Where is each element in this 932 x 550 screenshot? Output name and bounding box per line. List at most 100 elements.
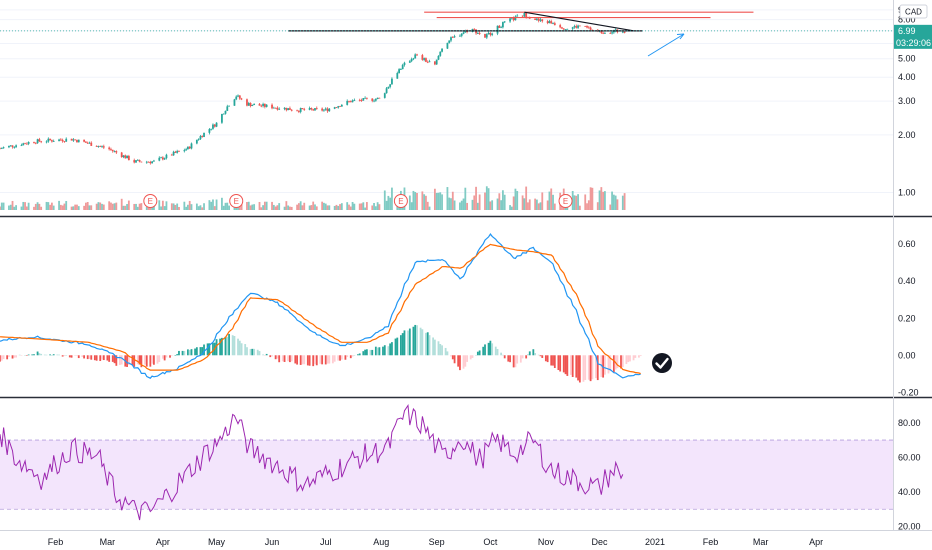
volume-bar [421, 191, 424, 210]
macd-histogram-bar [181, 350, 184, 356]
macd-histogram-bar [333, 355, 336, 362]
macd-axis[interactable]: 0.60 0.40 0.20 0.00 -0.20 [898, 239, 919, 397]
candle-body [258, 103, 261, 106]
macd-histogram-bar [65, 355, 68, 356]
macd-histogram-bar [478, 350, 481, 356]
volume-bar [496, 198, 499, 210]
candle-body [439, 51, 442, 56]
volume-bar [539, 202, 542, 210]
macd-histogram-bar [61, 355, 64, 357]
volume-bar [108, 201, 111, 210]
volume-bar [433, 188, 436, 210]
trendline[interactable] [524, 11, 634, 32]
candle-body [333, 107, 336, 109]
volume-bar [589, 187, 592, 210]
volume-bar [609, 204, 612, 210]
currency-label[interactable]: CAD [899, 4, 928, 19]
macd-histogram-bar [587, 355, 590, 380]
candle-body [147, 161, 150, 163]
macd-histogram-bar [83, 355, 86, 359]
macd-histogram-bar [469, 355, 472, 360]
projection-arrow[interactable] [647, 33, 685, 57]
candlestick-series[interactable] [0, 12, 626, 165]
volume-bar [371, 205, 374, 210]
candle-body [47, 138, 50, 142]
volume-bar [296, 204, 298, 210]
macd-histogram-bar [131, 355, 134, 366]
macd-histogram-bar [484, 344, 486, 356]
candle-body [476, 33, 479, 34]
candle-body [203, 132, 205, 137]
macd-histogram-bar [340, 355, 343, 360]
volume-bar [249, 205, 252, 210]
candle-body [238, 95, 241, 99]
volume-bar [328, 205, 331, 210]
candle-body [451, 37, 454, 39]
volume-bar [502, 190, 504, 210]
candle-body [308, 107, 311, 110]
candle-body [575, 26, 578, 28]
volume-bar [113, 203, 116, 210]
volume-bar [38, 203, 41, 210]
volume-bar [201, 207, 204, 210]
candle-body [591, 29, 594, 31]
volume-bar [385, 200, 388, 210]
volume-bar [321, 201, 324, 210]
candle-body [323, 109, 325, 111]
trendlines[interactable] [0, 11, 893, 57]
macd-histogram-bar [133, 355, 136, 367]
time-axis[interactable]: Feb Mar Apr May Jun Jul Aug Sep Oct Nov Dec 2021 Feb… [48, 537, 823, 547]
volume-bar [439, 192, 442, 210]
macd-histogram-bar [301, 355, 304, 365]
candle-body [176, 150, 179, 153]
volume-bar [353, 203, 356, 210]
volume-bar [451, 191, 454, 210]
earnings-marker[interactable] [558, 194, 573, 208]
volume-bar [170, 203, 173, 210]
macd-histogram-bar [537, 354, 540, 356]
macd-histogram-bar [324, 355, 327, 365]
volume-bar [349, 206, 352, 210]
volume-bar [183, 201, 186, 210]
candle-body [287, 108, 290, 111]
price-tick-label: 1.00 [898, 187, 916, 197]
macd-histogram-bar [99, 355, 102, 362]
macd-histogram-bar [451, 355, 454, 360]
candle-body [485, 34, 488, 38]
macd-histogram-bar [88, 355, 91, 359]
macd-histogram-bar [521, 355, 524, 359]
volume-bar [408, 195, 411, 210]
volume-bar [246, 202, 248, 210]
candle-body [589, 27, 592, 30]
candle-body [312, 109, 315, 111]
macd-histogram-bar [161, 355, 164, 359]
candle-body [553, 23, 556, 26]
earnings-marker[interactable] [143, 194, 158, 208]
rsi-axis[interactable]: 80.00 60.00 40.00 20.00 [898, 418, 921, 532]
candle-body [546, 21, 549, 24]
volume-bar [426, 201, 429, 210]
candle-body [525, 12, 528, 18]
volume-bar [76, 204, 78, 210]
candle-body [514, 16, 517, 21]
volume-bar [464, 187, 467, 210]
candle-body [135, 160, 137, 163]
volume-bar [614, 195, 617, 210]
macd-histogram-bar [437, 341, 440, 356]
earnings-marker[interactable] [393, 194, 408, 208]
volume-bar [74, 204, 77, 210]
macd-histogram-bar [289, 355, 291, 363]
macd-histogram-bar [595, 355, 597, 379]
candle-body [299, 108, 302, 112]
macd-histogram-bar [119, 355, 121, 365]
volume-bar [9, 204, 12, 210]
earnings-marker[interactable] [229, 194, 244, 208]
volume-bar [546, 200, 549, 210]
macd-histogram-bar [541, 355, 544, 358]
volume-bar [215, 199, 218, 210]
macd-histogram-bar [482, 346, 485, 356]
volume-bar [416, 193, 418, 210]
check-icon[interactable] [652, 353, 672, 373]
